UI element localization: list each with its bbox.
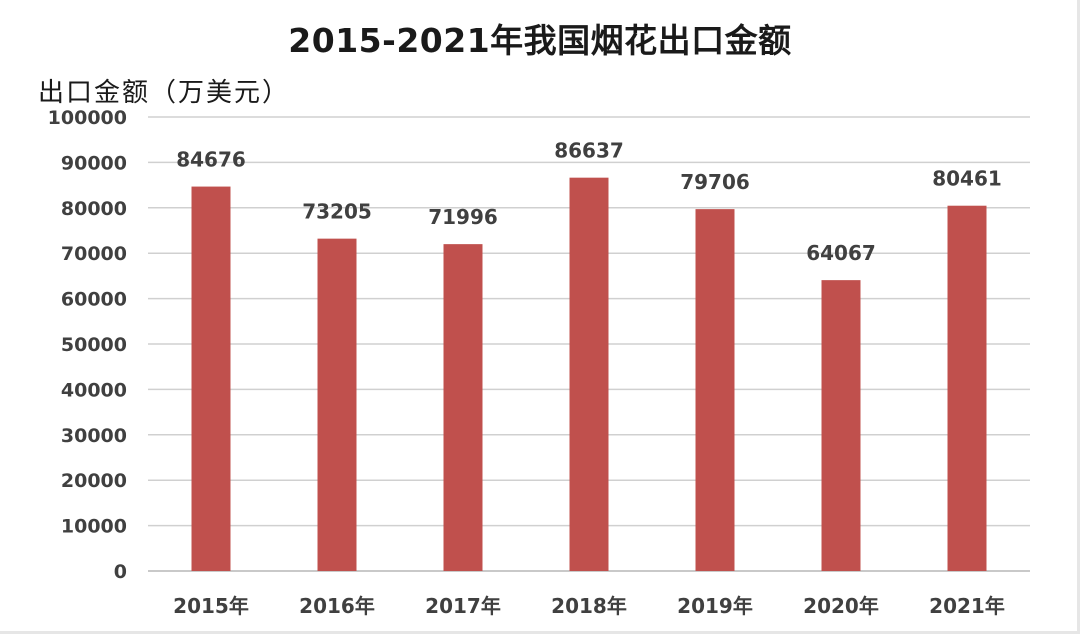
y-tick-label: 40000: [61, 379, 127, 401]
data-label: 80461: [932, 167, 1002, 191]
x-category-label: 2017年: [425, 594, 501, 618]
y-tick-label: 60000: [61, 289, 127, 311]
bars: [191, 177, 987, 572]
y-axis-label: 出口金额（万美元）: [38, 78, 291, 108]
y-tick-label: 50000: [61, 334, 127, 356]
x-category-labels: 2015年 2016年 2017年 2018年 2019年 2020年 2021年: [173, 594, 1005, 618]
bar: [317, 238, 357, 572]
chart-title: 2015-2021年我国烟花出口金额: [288, 21, 792, 60]
x-category-label: 2020年: [803, 594, 879, 618]
y-tick-label: 10000: [61, 516, 127, 538]
y-tick-label: 100000: [48, 107, 127, 129]
y-tick-label: 90000: [61, 152, 127, 174]
data-label: 71996: [428, 205, 498, 229]
y-tick-label: 30000: [61, 425, 127, 447]
bar: [569, 177, 609, 571]
bar: [443, 244, 483, 571]
y-tick-label: 20000: [61, 470, 127, 492]
bar: [191, 186, 231, 571]
data-labels: 84676 73205 71996 86637 79706 64067 80461: [176, 139, 1002, 265]
x-category-label: 2015年: [173, 594, 249, 618]
bar: [947, 205, 987, 571]
y-tick-label: 80000: [61, 198, 127, 220]
x-category-label: 2018年: [551, 594, 627, 618]
data-label: 86637: [554, 139, 624, 163]
data-label: 84676: [176, 148, 246, 172]
x-category-label: 2016年: [299, 594, 375, 618]
data-label: 79706: [680, 170, 750, 194]
data-label: 64067: [806, 241, 876, 265]
bar: [695, 209, 735, 571]
x-category-label: 2019年: [677, 594, 753, 618]
data-label: 73205: [302, 200, 372, 224]
x-category-label: 2021年: [929, 594, 1005, 618]
bar: [821, 280, 861, 571]
y-tick-labels: 0 10000 20000 30000 40000 50000 60000 70000 8000…: [48, 107, 127, 583]
y-tick-label: 70000: [61, 243, 127, 265]
y-tick-label: 0: [114, 561, 127, 583]
